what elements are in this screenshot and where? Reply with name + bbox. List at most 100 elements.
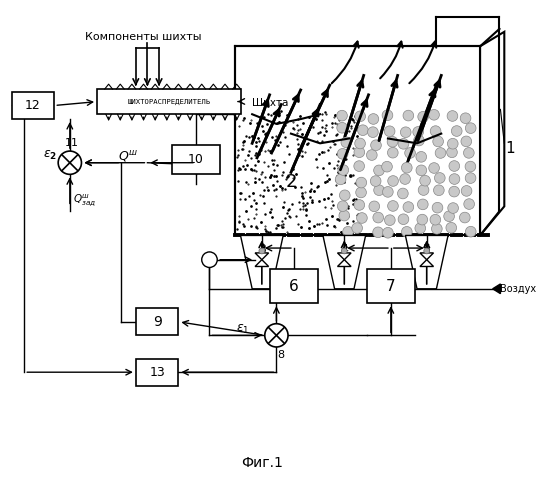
Circle shape [341, 248, 347, 254]
Circle shape [336, 110, 347, 121]
Text: $\varepsilon_{\mathbf{2}}$: $\varepsilon_{\mathbf{2}}$ [43, 148, 57, 162]
Circle shape [388, 200, 399, 211]
Circle shape [339, 210, 349, 221]
Circle shape [434, 185, 444, 196]
Circle shape [465, 161, 476, 172]
Circle shape [374, 185, 384, 196]
Text: $\varepsilon_1$: $\varepsilon_1$ [236, 323, 249, 336]
Circle shape [370, 176, 381, 186]
Circle shape [368, 127, 378, 138]
Circle shape [354, 147, 364, 158]
Circle shape [335, 174, 346, 184]
Circle shape [429, 110, 440, 120]
Circle shape [418, 112, 428, 122]
Polygon shape [406, 236, 448, 289]
Circle shape [465, 123, 476, 134]
Circle shape [420, 176, 430, 186]
Text: 9: 9 [153, 315, 161, 329]
Circle shape [369, 201, 380, 211]
Text: 2: 2 [285, 173, 296, 191]
Bar [97, 89, 240, 114]
Circle shape [447, 147, 457, 158]
Circle shape [354, 200, 364, 210]
Text: 4: 4 [340, 243, 348, 256]
Polygon shape [323, 236, 366, 289]
Circle shape [373, 212, 383, 223]
Circle shape [355, 138, 366, 149]
Text: 1: 1 [505, 140, 515, 156]
Text: 7: 7 [386, 279, 396, 294]
Circle shape [338, 164, 349, 175]
Circle shape [418, 184, 429, 196]
Circle shape [338, 201, 348, 211]
Circle shape [357, 125, 368, 136]
Polygon shape [240, 236, 283, 289]
Circle shape [265, 324, 288, 347]
Circle shape [343, 226, 353, 237]
Polygon shape [255, 253, 268, 260]
Bar [172, 146, 220, 174]
Text: Шихта: Шихта [252, 98, 288, 108]
Text: 13: 13 [149, 366, 165, 378]
Circle shape [424, 248, 430, 254]
Circle shape [202, 252, 217, 268]
Text: 3: 3 [258, 243, 266, 256]
Circle shape [382, 186, 393, 197]
Circle shape [413, 126, 423, 137]
Circle shape [352, 222, 362, 234]
Circle shape [338, 148, 348, 159]
Circle shape [388, 176, 399, 186]
Circle shape [355, 111, 366, 122]
Circle shape [387, 136, 398, 147]
Circle shape [398, 138, 409, 149]
Circle shape [403, 110, 414, 121]
Circle shape [356, 187, 366, 198]
Bar [367, 270, 415, 304]
Circle shape [400, 127, 411, 138]
Bar [269, 270, 318, 304]
Circle shape [382, 162, 393, 172]
Circle shape [451, 126, 462, 136]
Circle shape [429, 162, 440, 173]
Circle shape [403, 202, 414, 212]
Circle shape [463, 148, 474, 158]
Circle shape [430, 214, 441, 225]
Circle shape [460, 113, 471, 124]
Bar [136, 358, 178, 386]
Circle shape [58, 151, 82, 174]
Circle shape [341, 137, 352, 147]
Circle shape [465, 226, 476, 237]
Circle shape [416, 165, 427, 175]
Text: Воздух: Воздух [501, 284, 537, 294]
Circle shape [356, 177, 367, 188]
Circle shape [449, 160, 460, 172]
Circle shape [449, 186, 460, 197]
Bar [136, 308, 178, 336]
Circle shape [447, 110, 458, 122]
Polygon shape [480, 32, 504, 236]
Polygon shape [338, 253, 351, 260]
Polygon shape [420, 253, 434, 260]
Circle shape [444, 211, 455, 222]
Circle shape [417, 214, 428, 225]
Polygon shape [420, 260, 434, 266]
Circle shape [382, 110, 393, 120]
Text: 8: 8 [278, 350, 285, 360]
Circle shape [402, 226, 412, 237]
Circle shape [414, 135, 424, 146]
Circle shape [370, 140, 381, 150]
Circle shape [368, 114, 379, 124]
Circle shape [435, 172, 445, 184]
Circle shape [460, 212, 470, 223]
Text: 10: 10 [188, 154, 204, 166]
Circle shape [354, 161, 364, 172]
Text: Фиг.1: Фиг.1 [241, 456, 283, 470]
Circle shape [461, 136, 471, 146]
Circle shape [432, 202, 443, 213]
Circle shape [259, 248, 265, 254]
Text: $Q^ш$: $Q^ш$ [118, 150, 139, 164]
Circle shape [383, 228, 393, 238]
Circle shape [374, 165, 384, 175]
Circle shape [404, 148, 415, 158]
Circle shape [433, 136, 443, 147]
